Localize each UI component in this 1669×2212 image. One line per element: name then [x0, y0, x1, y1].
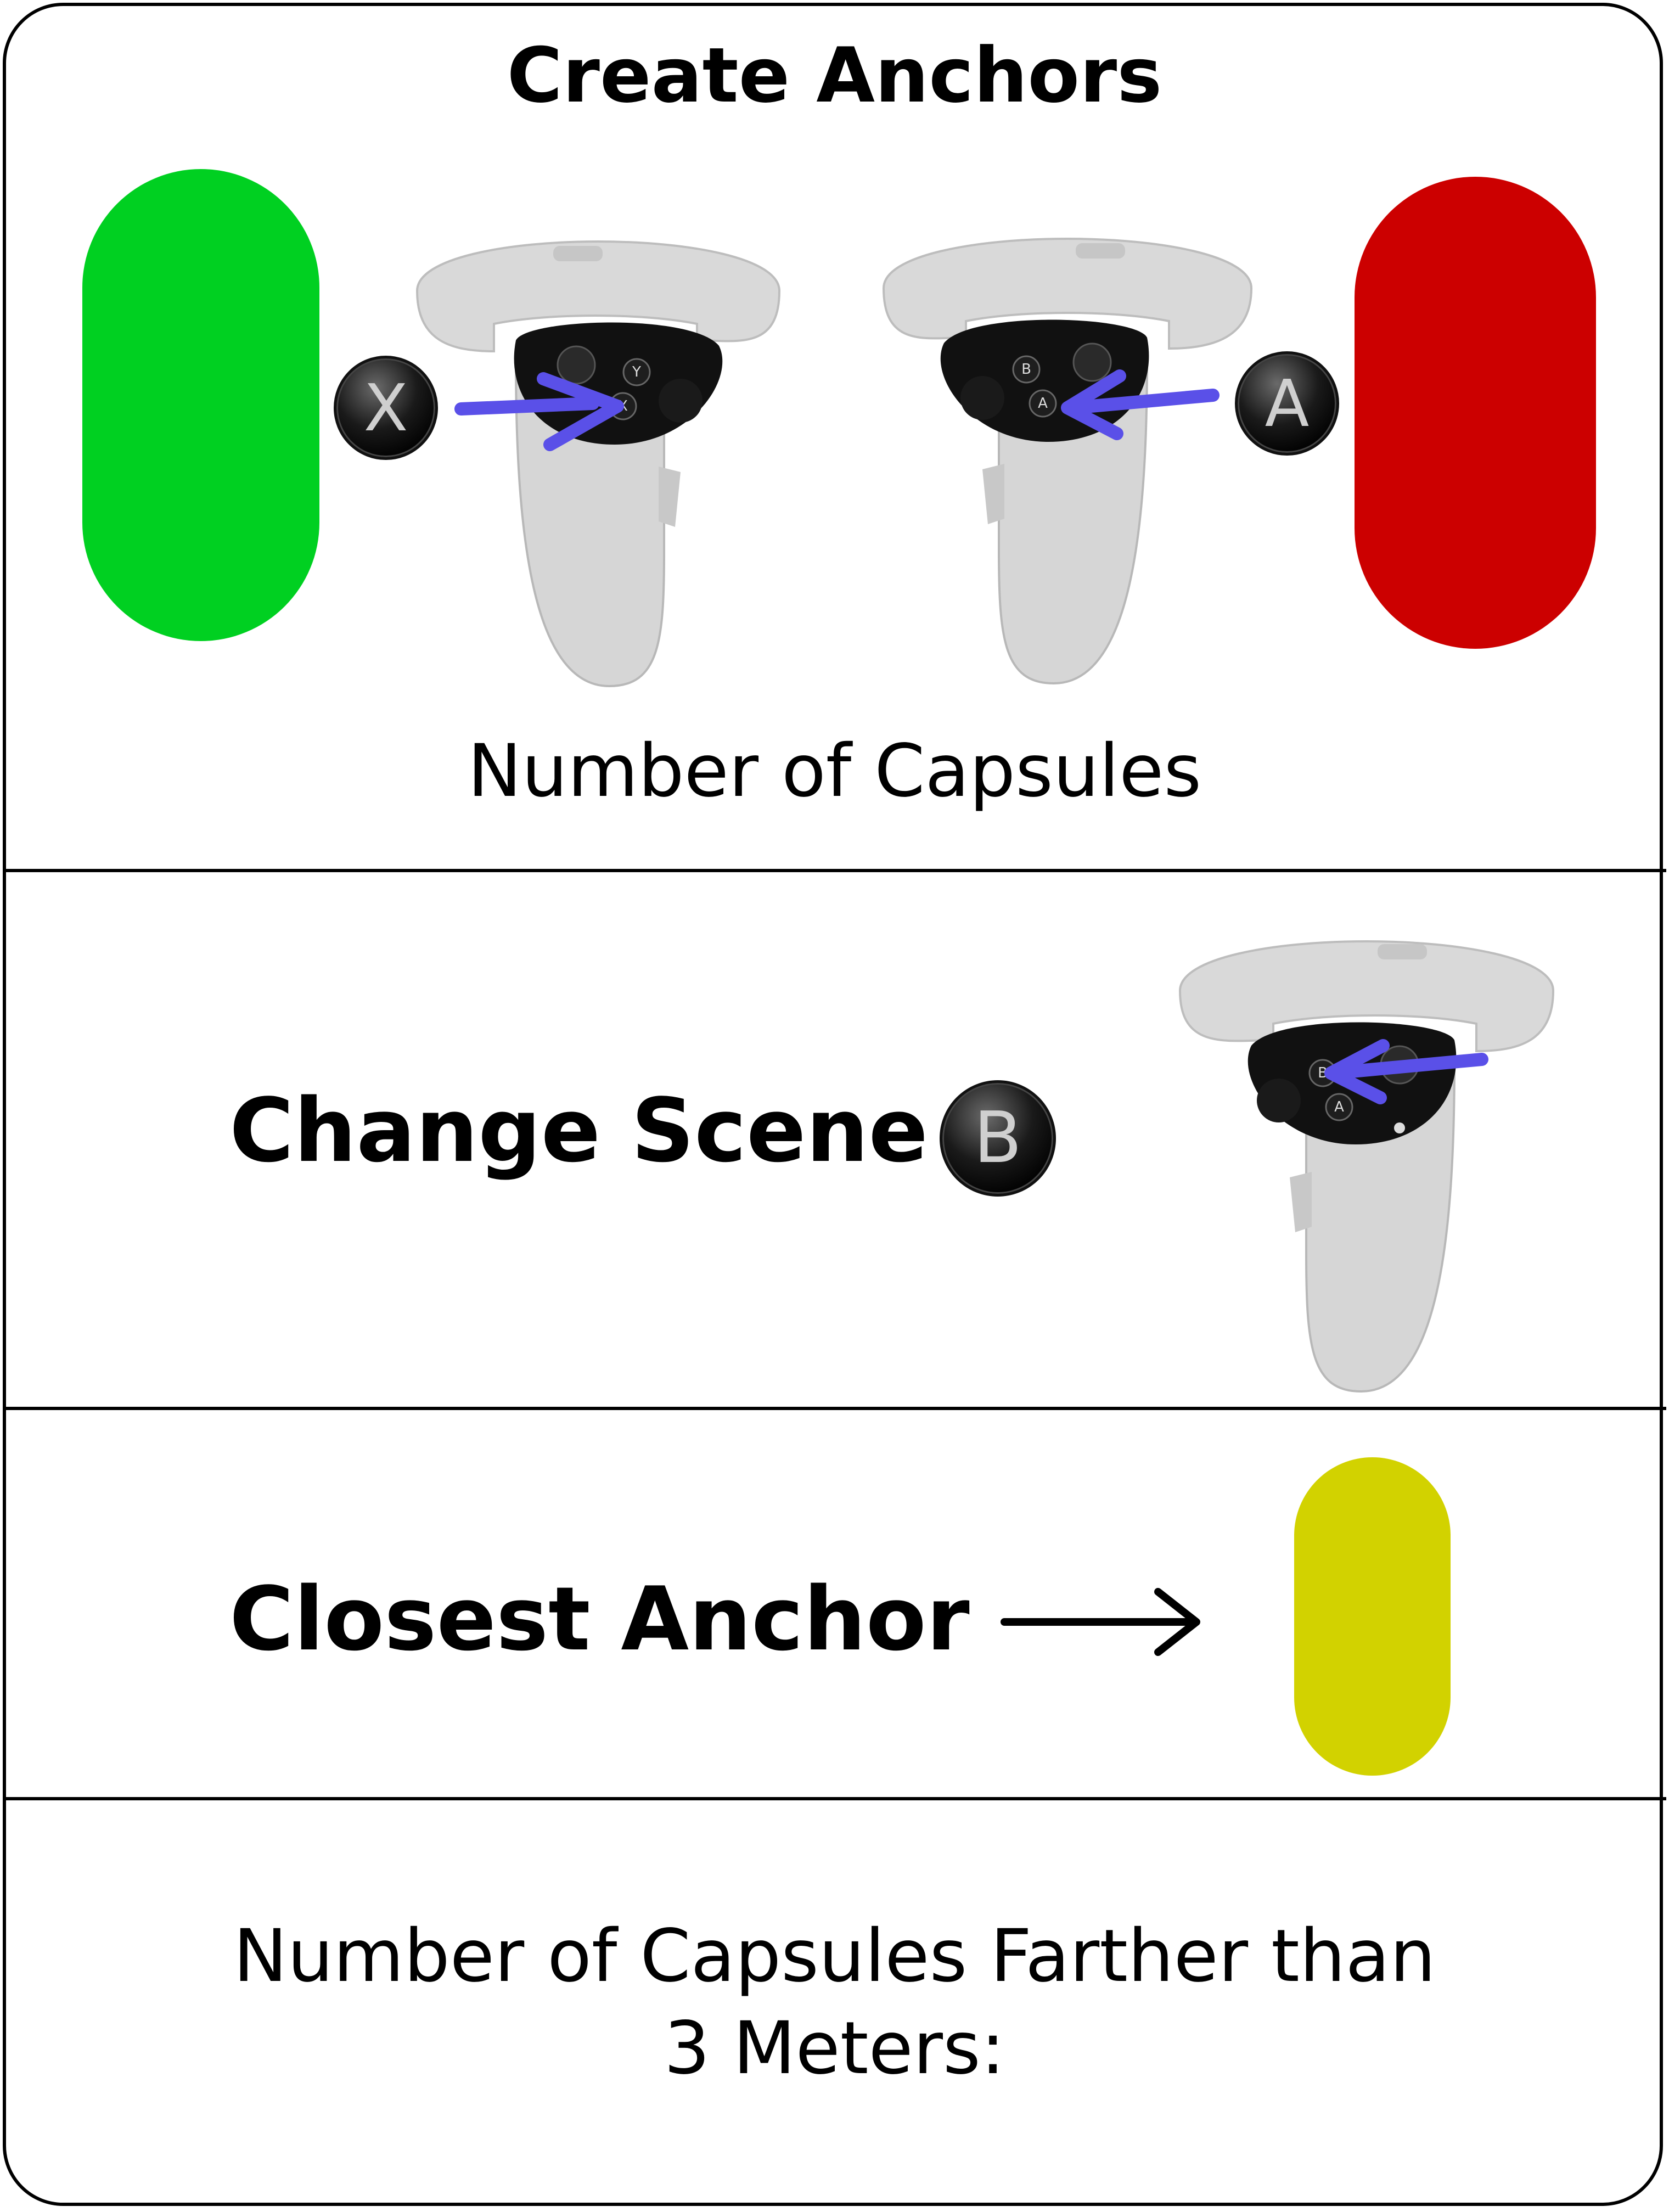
b-badge-label: B	[974, 1097, 1022, 1179]
right-controller-a-label: A	[1038, 395, 1048, 412]
right-controller-b-label: B	[1021, 361, 1031, 378]
closest-anchor-title: Closest Anchor	[229, 1568, 970, 1670]
change-scene-title: Change Scene	[229, 1079, 928, 1182]
change-scene-a-label: A	[1334, 1099, 1344, 1115]
capsule-count-label: Number of Capsules	[467, 729, 1202, 813]
section-divider	[3, 1407, 1666, 1410]
section-divider	[3, 1797, 1666, 1800]
change-scene-controller-icon: B A	[1178, 940, 1555, 1393]
long-arrow-right-icon	[1001, 1588, 1200, 1656]
a-button-badge: A	[1235, 351, 1339, 456]
left-controller-y-label: Y	[632, 364, 641, 380]
b-button-badge: B	[940, 1080, 1056, 1197]
section-divider	[3, 869, 1666, 872]
x-button-badge: X	[334, 356, 438, 460]
change-scene-b-label: B	[1318, 1065, 1328, 1081]
yellow-capsule	[1294, 1457, 1451, 1776]
left-controller-icon: Y X	[415, 240, 781, 688]
a-badge-label: A	[1265, 366, 1310, 441]
farther-capsules-line2: 3 Meters:	[664, 2006, 1005, 2091]
red-capsule	[1355, 177, 1596, 649]
farther-capsules-label: Number of Capsules Farther than 3 Meters…	[0, 1910, 1669, 2095]
farther-capsules-line1: Number of Capsules Farther than	[233, 1914, 1436, 1998]
right-controller-icon: B A	[882, 238, 1253, 685]
green-capsule	[82, 169, 319, 641]
x-badge-label: X	[363, 370, 408, 446]
create-anchors-title: Create Anchors	[507, 31, 1162, 120]
